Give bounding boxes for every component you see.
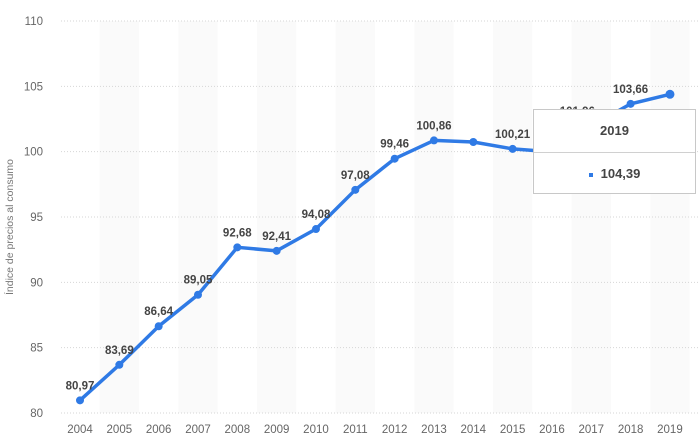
data-label: 97,08: [341, 170, 370, 182]
data-point: [390, 154, 399, 163]
data-point: [272, 246, 281, 255]
data-point: [76, 396, 84, 405]
data-point: [154, 322, 163, 331]
y-tick-label: 105: [24, 81, 43, 93]
data-label: 99,46: [380, 139, 409, 151]
y-tick-label: 95: [30, 212, 43, 224]
x-tick-label: 2017: [578, 424, 604, 436]
tooltip-value-row: 104,39: [534, 153, 695, 195]
tooltip-value: 104,39: [600, 166, 641, 181]
x-tick-label: 2018: [618, 424, 644, 436]
data-point: [311, 225, 320, 234]
data-point: [115, 360, 124, 369]
y-tick-label: 80: [30, 408, 43, 420]
y-tick-label: 110: [25, 16, 43, 28]
x-tick-label: 2012: [382, 424, 408, 436]
data-label: 92,68: [223, 227, 252, 239]
x-tick-label: 2006: [146, 424, 172, 436]
data-label: 89,05: [184, 275, 213, 287]
data-label: 100,86: [416, 120, 451, 132]
data-point: [351, 185, 360, 194]
y-tick-label: 90: [30, 277, 43, 289]
data-point: [429, 136, 438, 145]
y-tick-label: 85: [30, 343, 43, 355]
series-marker-icon: [588, 172, 593, 177]
x-tick-label: 2004: [67, 424, 93, 436]
y-tick-label: 100: [24, 147, 43, 159]
x-tick-label: 2009: [264, 424, 290, 436]
data-point: [233, 243, 242, 252]
data-point: [193, 290, 202, 299]
x-tick-label: 2007: [185, 424, 211, 436]
x-tick-label: 2010: [303, 424, 329, 436]
x-tick-label: 2013: [421, 424, 447, 436]
data-point: [665, 89, 675, 99]
tooltip-title: 2019: [534, 110, 695, 153]
data-point: [508, 144, 517, 153]
y-axis-title: Índice de precios al consumo: [3, 159, 16, 295]
tooltip: 2019 104,39: [533, 109, 696, 194]
x-tick-label: 2019: [657, 424, 683, 436]
data-point: [469, 137, 478, 146]
column-band: [650, 21, 690, 413]
x-tick-label: 2005: [107, 424, 133, 436]
data-label: 80,97: [66, 380, 95, 392]
x-tick-label: 2011: [343, 424, 368, 436]
x-tick-label: 2015: [500, 424, 526, 436]
x-tick-label: 2008: [225, 424, 251, 436]
data-label: 103,66: [613, 84, 648, 96]
data-label: 83,69: [105, 345, 134, 357]
data-label: 86,64: [144, 306, 173, 318]
x-tick-label: 2016: [539, 424, 565, 436]
data-label: 94,08: [302, 209, 331, 221]
x-tick-label: 2014: [461, 424, 487, 436]
data-point: [626, 99, 635, 108]
data-label: 92,41: [262, 231, 291, 243]
data-label: 100,21: [495, 129, 531, 141]
